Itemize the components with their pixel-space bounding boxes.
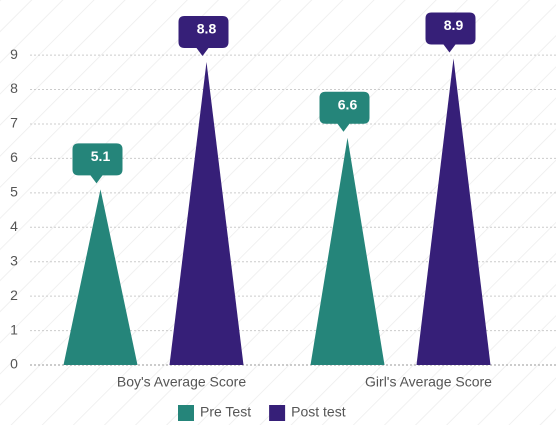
data-label: 8.8 bbox=[197, 21, 217, 37]
data-label: 5.1 bbox=[91, 148, 111, 164]
data-label: 6.6 bbox=[338, 96, 358, 112]
y-tick-label: 0 bbox=[10, 356, 18, 372]
bar bbox=[63, 189, 138, 365]
legend-swatch bbox=[269, 405, 286, 421]
y-tick-label: 8 bbox=[10, 80, 18, 96]
data-label-box bbox=[72, 143, 123, 184]
data-label: 8.9 bbox=[444, 17, 464, 33]
y-tick-label: 5 bbox=[10, 184, 18, 200]
y-tick-label: 4 bbox=[10, 218, 18, 234]
y-tick-label: 9 bbox=[10, 46, 18, 62]
legend-swatch bbox=[178, 405, 194, 421]
y-tick-label: 7 bbox=[10, 115, 18, 131]
bar bbox=[310, 137, 385, 365]
data-label-box bbox=[319, 91, 370, 132]
legend-label: Pre Test bbox=[200, 404, 251, 420]
data-label-box bbox=[178, 15, 229, 56]
x-tick-label: Boy's Average Score bbox=[117, 374, 246, 390]
y-tick-label: 3 bbox=[10, 252, 18, 268]
y-tick-label: 2 bbox=[10, 287, 18, 303]
y-tick-label: 6 bbox=[10, 149, 18, 165]
y-tick-label: 1 bbox=[10, 321, 18, 337]
x-tick-label: Girl's Average Score bbox=[365, 374, 492, 390]
data-label-box bbox=[425, 12, 476, 53]
bar bbox=[169, 61, 244, 365]
bar bbox=[416, 58, 491, 366]
legend-label: Post test bbox=[291, 404, 346, 420]
